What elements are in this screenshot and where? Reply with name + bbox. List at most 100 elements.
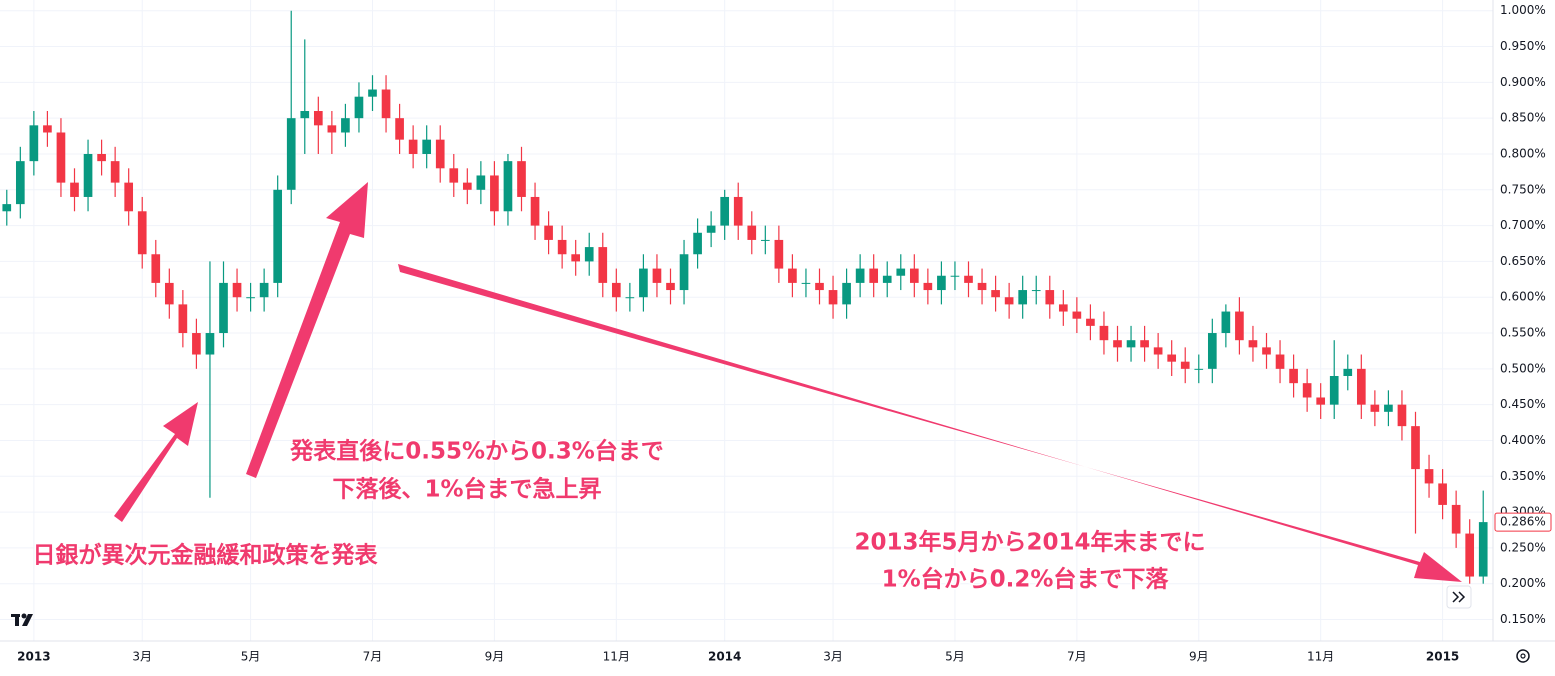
x-tick-label: 7月 [363,650,383,664]
candle-body [83,153,93,197]
candle-body [1424,469,1434,484]
candle-body [1411,426,1420,470]
candle-body [1235,311,1244,341]
x-tick-label: 2015 [1426,650,1459,664]
settings-button[interactable] [1516,649,1530,663]
arrow [114,402,198,522]
candle-body [273,189,283,283]
candle-body [1397,404,1407,427]
candle-body [937,275,946,291]
candle-body [896,268,906,276]
candle-body [774,239,784,269]
candle-body [341,118,350,133]
y-tick-label: 0.550% [1500,326,1546,340]
candle-body [503,161,513,212]
candle-body [29,125,39,162]
candle-body [1316,397,1326,405]
candle-body [693,232,702,255]
annotation: 下落後、1%台まで急上昇 [332,476,601,503]
candle-body [178,304,188,334]
x-tick-label: 11月 [1307,650,1334,664]
candle-body [1140,340,1149,348]
candle-body [56,132,66,183]
candle-body [666,282,675,291]
candle-body [571,254,581,262]
candle-body [137,211,147,255]
candle-body [639,268,648,298]
candle-body [1262,347,1271,355]
x-tick-label: 3月 [823,650,843,664]
y-tick-label: 0.500% [1500,361,1546,375]
candle-body [815,282,824,291]
arrows [114,182,1462,582]
x-tick-label: 3月 [132,650,152,664]
candle-body [205,333,215,355]
candle-body [232,282,242,298]
candle-body [151,254,161,283]
candle-body [788,268,797,283]
candles [2,10,1488,584]
candle-body [354,96,364,119]
candle-body [1126,340,1136,348]
candle-body [1465,533,1475,577]
y-tick-label: 0.250% [1500,540,1546,554]
candle-body [1180,361,1190,369]
candle-body [1153,347,1163,355]
x-tick-label: 5月 [241,650,261,664]
candle-body [70,182,79,197]
candle-body [313,111,323,126]
last-price-box [1494,512,1552,532]
y-tick-label: 0.650% [1500,254,1546,268]
y-tick-label: 0.700% [1500,218,1546,232]
candle-body [422,139,432,154]
candle-body [584,247,594,262]
annotation: 日銀が異次元金融緩和政策を発表 [33,542,379,569]
candle-body [1031,290,1041,292]
candle-body [1194,368,1204,370]
candle-body [1072,311,1082,319]
scroll-button[interactable] [1446,585,1472,609]
candle-body [1167,354,1177,362]
candle-body [1113,340,1122,348]
candle-body [1221,311,1231,334]
candle-body [625,297,635,299]
candle-body [882,275,892,283]
x-tick-label: 9月 [1189,650,1209,664]
candle-body [557,239,567,255]
y-tick-label: 0.350% [1500,469,1546,483]
logo [11,613,33,626]
candle-body [611,282,621,298]
candle-body [435,139,445,169]
y-tick-label: 0.800% [1500,146,1546,160]
candle-body [747,225,757,240]
candle-body [828,290,838,305]
candle-body [381,89,391,119]
y-tick-label: 0.400% [1500,433,1546,447]
candle-body [801,282,811,284]
candle-body [1018,290,1028,305]
x-tick-label: 5月 [945,650,965,664]
candle-body [1275,354,1285,369]
candle-body [1045,290,1055,305]
candle-body [760,239,770,241]
candle-body [476,175,486,190]
x-tick-label: 7月 [1067,650,1087,664]
candle-body [490,175,499,212]
annotation: 1%台から0.2%台まで下落 [882,566,1170,593]
candle-body [192,333,201,355]
candle-body [1086,318,1095,326]
candle-body [652,268,662,283]
candle-body [1289,368,1298,384]
candle-body [43,125,52,133]
candle-body [408,139,418,154]
y-tick-label: 0.950% [1500,39,1546,53]
y-tick-label: 0.750% [1500,182,1546,196]
candle-body [1478,522,1488,577]
candle-body [327,125,337,133]
x-tick-label: 2013 [17,650,50,664]
candle-body [300,111,310,119]
y-tick-label: 0.450% [1500,397,1546,411]
candle-body [855,268,865,283]
candle-body [1384,404,1393,412]
